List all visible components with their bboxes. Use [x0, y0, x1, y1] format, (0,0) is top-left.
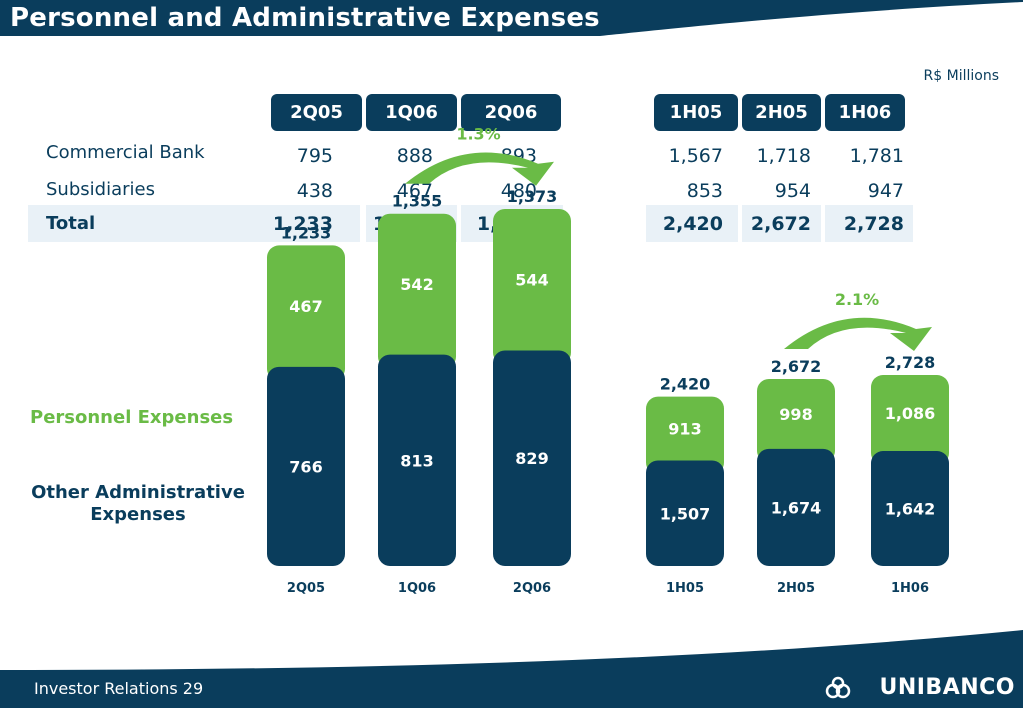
bar-personnel-2q06 [493, 209, 571, 365]
data-label-other-admin: 1,507 [660, 504, 711, 523]
unit-note: R$ Millions [923, 68, 999, 84]
total-label: 2,728 [885, 353, 936, 372]
table-cell: 795 [296, 145, 333, 167]
table-cell: 480 [500, 180, 537, 202]
category-label-2q06: 2Q06 [513, 581, 551, 596]
bar-personnel-1q06 [378, 213, 456, 369]
data-label-personnel: 998 [779, 405, 812, 424]
bar-personnel-2h05 [757, 378, 835, 463]
row-label-commercial-bank: Commercial Bank [46, 142, 205, 163]
total-label: 1,355 [392, 192, 443, 211]
growth-arrow-icon [784, 317, 932, 351]
legend-other-administrative-expenses: Other Administrative Expenses [31, 482, 245, 525]
table-cell-total: 2,420 [662, 213, 723, 235]
bar-other-admin-2q06 [493, 350, 571, 566]
total-row-band-1h06 [825, 205, 913, 242]
table-cell: 1,567 [668, 145, 723, 167]
growth-arrow-icon [405, 152, 554, 186]
total-label: 1,233 [281, 223, 332, 242]
column-header-1h05: 1H05 [654, 94, 738, 131]
table-cell: 888 [396, 145, 433, 167]
category-label-1q06: 1Q06 [398, 581, 436, 596]
category-label-2h05: 2H05 [777, 581, 815, 596]
bar-personnel-1h05 [646, 396, 724, 475]
column-header-2h05: 2H05 [742, 94, 821, 131]
unibanco-logo: UNIBANCO [879, 675, 1015, 700]
page-title: Personnel and Administrative Expenses [10, 3, 600, 33]
column-header-2q05: 2Q05 [271, 94, 362, 131]
data-label-personnel: 467 [289, 297, 322, 316]
column-header-1h06: 1H06 [825, 94, 905, 131]
category-label-2q05: 2Q05 [287, 581, 325, 596]
footer-band [0, 630, 1023, 708]
bar-other-admin-2h05 [757, 448, 835, 566]
total-row-band-2h05 [742, 205, 821, 242]
total-label: 1,373 [507, 187, 558, 206]
growth-label: 2.1% [835, 290, 879, 309]
total-row-band-label [28, 205, 360, 242]
bar-other-admin-1h05 [646, 460, 724, 566]
data-label-other-admin: 829 [515, 449, 548, 468]
category-label-1h06: 1H06 [891, 581, 929, 596]
data-label-personnel: 913 [668, 420, 701, 439]
data-label-personnel: 542 [400, 275, 433, 294]
unibanco-logo-icon [825, 676, 851, 699]
table-cell-total: 1,233 [272, 213, 333, 235]
data-label-other-admin: 1,674 [771, 498, 822, 517]
bar-other-admin-1h06 [871, 451, 949, 566]
bar-other-admin-1q06 [378, 354, 456, 566]
table-cell: 853 [686, 180, 723, 202]
category-label-1h05: 1H05 [666, 581, 704, 596]
bar-personnel-2q05 [267, 245, 345, 381]
legend-personnel-expenses: Personnel Expenses [30, 407, 234, 428]
total-label: 2,672 [771, 357, 822, 376]
total-label: 2,420 [660, 375, 711, 394]
table-cell-total: 2,728 [843, 213, 904, 235]
footer-text: Investor Relations 29 [34, 679, 204, 698]
table-cell: 438 [296, 180, 333, 202]
title-bar [0, 0, 1023, 36]
data-label-other-admin: 813 [400, 451, 433, 470]
table-cell: 1,781 [849, 145, 904, 167]
bar-other-admin-2q05 [267, 366, 345, 566]
table-cell: 467 [396, 180, 433, 202]
data-label-personnel: 1,086 [885, 404, 936, 423]
column-header-1q06: 1Q06 [366, 94, 457, 131]
data-label-personnel: 544 [515, 271, 548, 290]
bar-personnel-1h06 [871, 375, 949, 466]
table-cell: 1,718 [756, 145, 811, 167]
column-header-2q06: 2Q06 [461, 94, 561, 131]
table-cell: 954 [774, 180, 811, 202]
growth-label: 1.3% [456, 125, 500, 144]
data-label-other-admin: 1,642 [885, 500, 936, 519]
row-label-total: Total [46, 213, 96, 234]
table-cell-total: 2,672 [750, 213, 811, 235]
total-row-band-1h05 [646, 205, 738, 242]
data-label-other-admin: 766 [289, 457, 322, 476]
row-label-subsidiaries: Subsidiaries [46, 179, 155, 200]
table-cell: 947 [867, 180, 904, 202]
